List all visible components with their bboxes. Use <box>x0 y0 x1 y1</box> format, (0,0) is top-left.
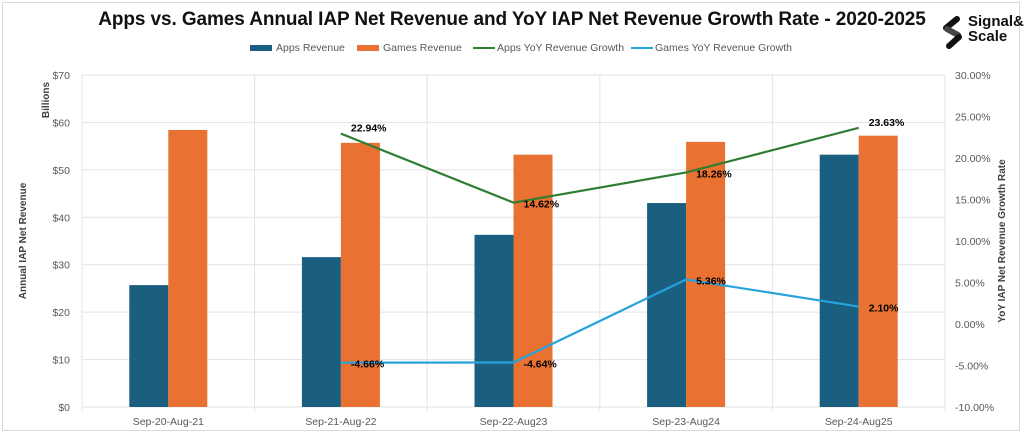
y-left-tick-label: $0 <box>58 402 70 414</box>
logo-line-2: Scale <box>968 28 1008 45</box>
x-tick-label: Sep-21-Aug-22 <box>305 416 376 428</box>
bar-apps <box>474 234 514 407</box>
signal-scale-logo: Signal& Scale <box>940 14 1024 54</box>
data-label: 2.10% <box>869 303 899 315</box>
labels: Sep-20-Aug-21 Sep-21-Aug-22 Sep-22-Aug23 Se… <box>133 117 905 428</box>
y-right-tick-label: -5.00% <box>955 361 988 373</box>
x-tick-label: Sep-23-Aug24 <box>652 416 720 428</box>
legend-item-apps-revenue: Apps Revenue <box>250 42 345 54</box>
bar-apps <box>129 285 169 407</box>
logo-line-1: Signal& <box>968 13 1024 30</box>
data-label: 23.63% <box>869 117 905 129</box>
y-right-tick-label: 10.00% <box>955 236 991 248</box>
data-label: -4.66% <box>351 359 385 371</box>
legend-item-games-growth: Games YoY Revenue Growth <box>631 42 792 54</box>
logo-mark-icon <box>943 16 962 49</box>
y-left-tick-label: $30 <box>52 260 70 272</box>
y-right-tick-label: 15.00% <box>955 195 991 207</box>
data-label: -4.64% <box>524 359 558 371</box>
bar-games <box>858 135 898 408</box>
x-tick-label: Sep-22-Aug23 <box>480 416 548 428</box>
legend-label: Games YoY Revenue Growth <box>655 42 792 54</box>
legend-swatch-games-revenue <box>357 45 379 51</box>
logo-text: Signal& Scale <box>968 14 1024 44</box>
chart-title: Apps vs. Games Annual IAP Net Revenue an… <box>98 9 926 30</box>
bar-games <box>686 141 726 408</box>
data-label: 18.26% <box>696 168 732 180</box>
legend: Apps Revenue Games Revenue Apps YoY Reve… <box>0 42 1024 58</box>
bar-apps <box>647 203 687 407</box>
legend-item-games-revenue: Games Revenue <box>357 42 462 54</box>
legend-item-apps-growth: Apps YoY Revenue Growth <box>473 42 624 54</box>
y-left-tick-label: $40 <box>52 212 70 224</box>
x-tick-label: Sep-24-Aug25 <box>825 416 893 428</box>
legend-label: Apps Revenue <box>276 42 345 54</box>
data-label: 14.62% <box>524 199 560 211</box>
x-tick-label: Sep-20-Aug-21 <box>133 416 204 428</box>
line-games-growth <box>340 278 859 364</box>
y-left-tick-label: $50 <box>52 165 70 177</box>
line-apps-growth <box>340 126 859 204</box>
legend-label: Games Revenue <box>383 42 462 54</box>
y-right-tick-label: 20.00% <box>955 153 991 165</box>
y-right-axis-title: YoY IAP Net Revenue Growth Rate <box>997 159 1008 323</box>
y-left-units-label: Billions <box>41 82 52 119</box>
legend-swatch-games-growth <box>631 47 653 49</box>
y-right-tick-label: 0.00% <box>955 319 985 331</box>
y-left-tick-label: $10 <box>52 355 70 367</box>
bar-apps <box>301 257 341 407</box>
y-right-tick-label: 30.00% <box>955 70 991 82</box>
y-right-tick-label: -10.00% <box>955 402 994 414</box>
legend-label: Apps YoY Revenue Growth <box>497 42 625 54</box>
bar-games <box>168 130 208 407</box>
y-left-tick-label: $60 <box>52 117 70 129</box>
y-left-axis-title: Annual IAP Net Revenue <box>18 182 29 299</box>
lines <box>340 126 859 364</box>
chart-frame <box>2 2 1020 431</box>
y-right-tick-label: 5.00% <box>955 278 985 290</box>
bar-apps <box>819 154 859 407</box>
legend-swatch-apps-growth <box>473 47 495 49</box>
y-left-tick-label: $20 <box>52 307 70 319</box>
legend-swatch-apps-revenue <box>250 45 272 51</box>
y-right-tick-label: 25.00% <box>955 112 991 124</box>
y-left-tick-label: $70 <box>52 70 70 82</box>
data-label: 5.36% <box>696 276 726 288</box>
bars <box>129 130 898 408</box>
data-label: 22.94% <box>351 123 387 135</box>
